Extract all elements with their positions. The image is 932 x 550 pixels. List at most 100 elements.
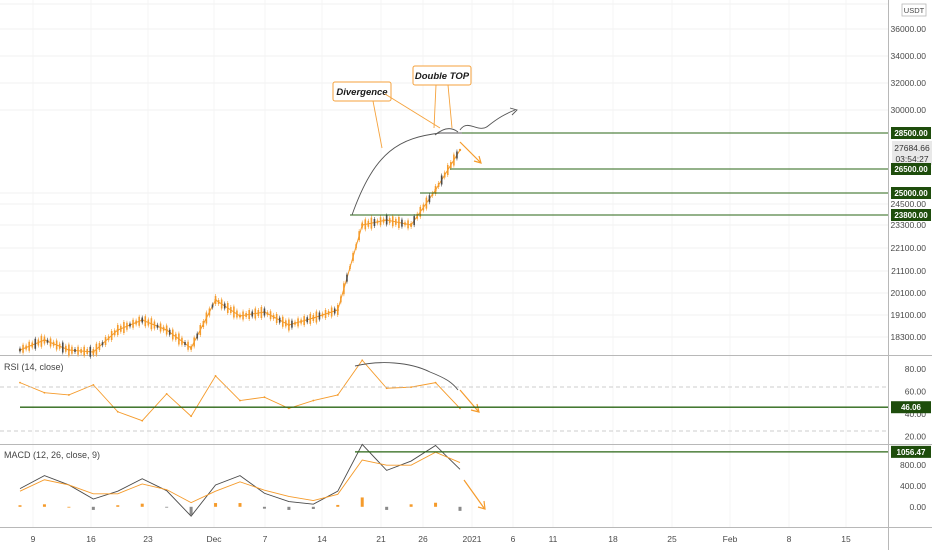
macd-line xyxy=(19,443,461,517)
time-tick-label: Feb xyxy=(723,534,738,544)
macd-histogram-bar xyxy=(91,506,95,510)
rsi-point xyxy=(214,375,217,377)
rsi-level-badge: 46.06 xyxy=(891,401,931,414)
time-tick-label: 14 xyxy=(317,534,327,544)
macd-histogram-bar xyxy=(18,505,22,507)
rsi-point xyxy=(43,391,46,394)
time-axis[interactable]: 9 16 23 Dec 7 14 21 26 2021 6 11 18 25 Feb 8 15 xyxy=(31,534,851,544)
rsi-point xyxy=(19,381,21,384)
price-tick-label: 23300.00 xyxy=(891,220,927,230)
divergence-arc[interactable] xyxy=(351,132,462,216)
macd-axis[interactable]: 800.00 400.00 0.00 1056.47 xyxy=(891,445,931,512)
divergence-label: Divergence xyxy=(336,87,388,98)
macd-tick-label: 800.00 xyxy=(900,460,926,470)
rsi-level-label: 46.06 xyxy=(901,403,922,412)
price-point xyxy=(458,148,462,152)
rsi-point xyxy=(287,407,290,410)
down-arrow-macd[interactable] xyxy=(463,479,486,510)
macd-signal-line xyxy=(19,451,461,504)
candle-countdown: 03:54:27 xyxy=(895,154,928,164)
time-tick-label: 18 xyxy=(608,534,618,544)
currency-badge: USDT xyxy=(901,3,927,17)
double-top-arc[interactable] xyxy=(434,128,459,136)
macd-histogram-bar xyxy=(189,506,193,515)
macd-histogram-bar xyxy=(336,504,340,507)
macd-histogram-bar xyxy=(434,502,438,507)
macd-histogram-bar xyxy=(262,506,266,509)
level-badge: 26500.00 xyxy=(891,163,931,175)
rsi-point xyxy=(459,407,461,410)
rsi-point xyxy=(434,381,437,384)
price-tick-label: 32000.00 xyxy=(891,78,927,88)
macd-histogram-bar xyxy=(67,506,71,508)
macd-histogram-bar xyxy=(458,506,462,511)
rsi-point xyxy=(190,415,193,418)
time-tick-label: 6 xyxy=(511,534,516,544)
time-tick-label: 15 xyxy=(841,534,851,544)
macd-tick-label: 400.00 xyxy=(900,481,926,491)
macd-histogram-bar xyxy=(360,497,364,507)
macd-title: MACD (12, 26, close, 9) xyxy=(4,450,100,460)
time-tick-label: 16 xyxy=(86,534,96,544)
time-tick-label: 11 xyxy=(549,534,558,544)
rsi-tick-label: 20.00 xyxy=(905,431,927,441)
candles xyxy=(19,149,458,359)
level-badge-label: 28500.00 xyxy=(894,129,928,138)
rsi-point xyxy=(92,383,95,386)
price-axis[interactable]: 36000.00 34000.00 32000.00 30000.00 25000.00… xyxy=(891,24,927,342)
macd-histogram-bar xyxy=(409,504,413,507)
down-arrow-price[interactable] xyxy=(459,141,482,164)
price-tick-label: 24500.00 xyxy=(891,199,927,209)
rsi-point xyxy=(410,386,413,389)
macd-histogram-bar xyxy=(287,506,291,510)
macd-histogram-bar xyxy=(165,506,169,508)
rsi-point xyxy=(312,399,315,402)
rsi-point xyxy=(385,387,388,390)
time-tick-label: 9 xyxy=(31,534,36,544)
macd-pane[interactable] xyxy=(0,445,888,527)
price-tick-label: 30000.00 xyxy=(891,105,927,115)
rsi-title: RSI (14, close) xyxy=(4,362,64,372)
rsi-tick-label: 40.00 xyxy=(905,409,927,419)
price-tick-label: 22100.00 xyxy=(891,243,927,253)
last-price: 27684.66 xyxy=(894,143,930,153)
time-tick-label: 23 xyxy=(143,534,153,544)
double-top-callout[interactable]: Double TOP xyxy=(412,65,472,129)
time-tick-label: 26 xyxy=(418,534,428,544)
horizontal-levels[interactable] xyxy=(350,132,888,216)
currency-label: USDT xyxy=(904,6,925,15)
level-badge: 28500.00 xyxy=(891,127,931,139)
rsi-divergence-arc[interactable] xyxy=(354,362,459,391)
rsi-point xyxy=(336,394,339,396)
double-top-label: Double TOP xyxy=(415,71,470,82)
macd-series xyxy=(18,443,462,517)
rsi-point xyxy=(141,419,144,422)
level-badges: 28500.00 26500.00 25000.00 23800.00 xyxy=(891,127,931,221)
time-tick-label: 21 xyxy=(376,534,386,544)
projection-curve[interactable] xyxy=(459,109,516,131)
price-tick-label: 36000.00 xyxy=(891,24,927,34)
time-tick-label: 7 xyxy=(263,534,268,544)
rsi-point xyxy=(263,396,266,399)
macd-level-badge: 1056.47 xyxy=(891,445,931,458)
macd-histogram-bar xyxy=(140,503,144,507)
macd-tick-label: 0.00 xyxy=(909,502,926,512)
rsi-point xyxy=(361,359,364,362)
rsi-axis[interactable]: 80.00 60.00 40.00 20.00 46.06 xyxy=(891,364,931,441)
divergence-callout[interactable]: Divergence xyxy=(332,81,441,149)
level-badge-label: 23800.00 xyxy=(894,211,928,220)
time-tick-label: 2021 xyxy=(463,534,482,544)
price-tick-label: 18300.00 xyxy=(891,332,927,342)
rsi-point xyxy=(116,410,119,413)
rsi-tick-label: 80.00 xyxy=(905,364,927,374)
time-tick-label: 25 xyxy=(667,534,677,544)
macd-histogram-bar xyxy=(238,503,242,507)
time-tick-label: Dec xyxy=(206,534,222,544)
macd-histogram-bar xyxy=(42,504,46,507)
projection-arrow-head xyxy=(509,107,518,116)
price-tick-label: 19100.00 xyxy=(891,310,927,320)
macd-histogram-bar xyxy=(311,506,315,509)
price-tick-label: 20100.00 xyxy=(891,288,927,298)
price-tick-label: 21100.00 xyxy=(891,266,926,276)
macd-histogram-bar xyxy=(116,505,120,507)
